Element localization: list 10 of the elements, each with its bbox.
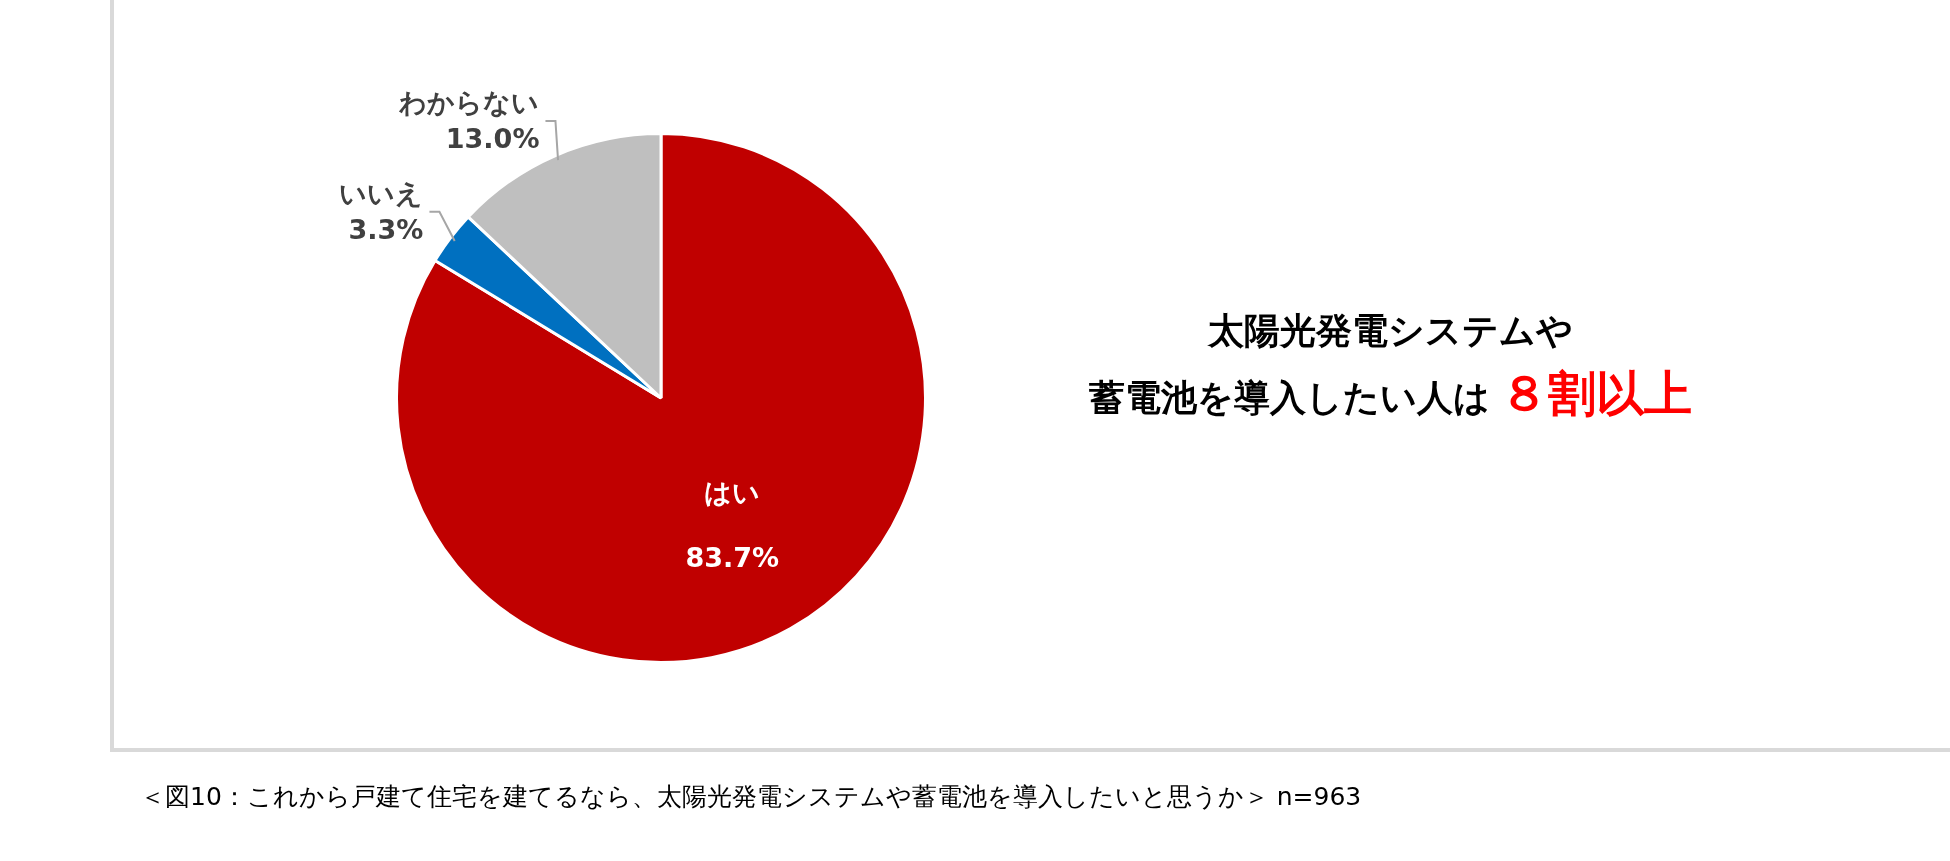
data-label: 83.7% [685, 541, 780, 573]
text: 蓄電池を導入したい人は [1088, 377, 1490, 418]
slice-label: いいえ [339, 177, 424, 209]
text: ＜図10：これから戸建て住宅を建てるなら、太陽光発電システムや蓄電池を導入したいと思うか＞ n=963 [140, 781, 1362, 813]
slice-label: はい [704, 476, 761, 508]
text: ８割以上 [1499, 365, 1692, 421]
slice-label: わからない [398, 86, 540, 118]
text: 太陽光発電システムや [1206, 309, 1574, 353]
data-label: 13.0% [445, 122, 540, 154]
data-label: 3.3% [348, 213, 424, 245]
